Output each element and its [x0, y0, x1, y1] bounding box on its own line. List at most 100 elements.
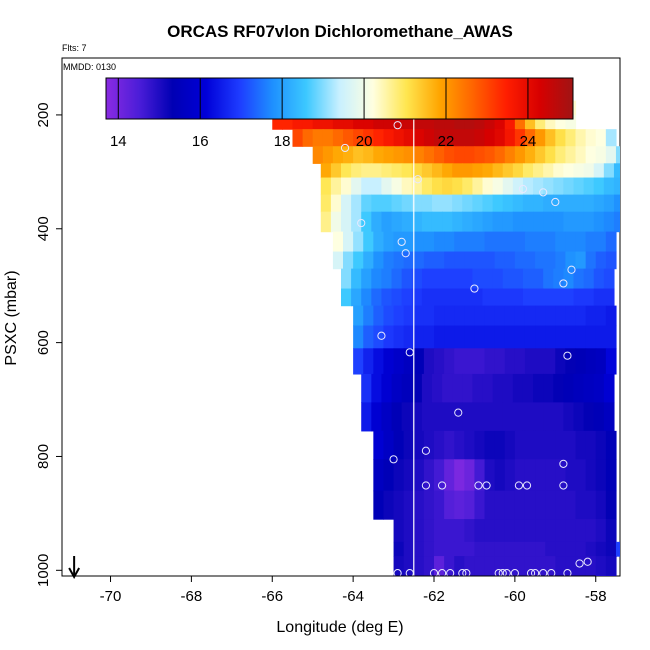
heatmap-cell: [383, 231, 395, 253]
heatmap-cell: [573, 211, 585, 233]
heatmap-cell: [565, 251, 577, 270]
sample-point: [446, 569, 455, 576]
heatmap-cell: [383, 129, 395, 147]
heatmap-cell: [343, 231, 354, 253]
sample-point: [421, 446, 431, 455]
heatmap-cell: [524, 348, 536, 375]
heatmap-cell: [482, 373, 494, 403]
heatmap-cell: [545, 490, 556, 520]
heatmap-cell: [413, 490, 425, 520]
heatmap-cell: [492, 288, 504, 307]
heatmap-cell: [444, 556, 455, 576]
heatmap-cell: [474, 519, 486, 543]
heatmap-cell: [442, 402, 453, 432]
heatmap-cell: [462, 402, 474, 432]
heatmap-cell: [403, 490, 415, 520]
heatmap-cell: [603, 177, 615, 196]
heatmap-cell: [341, 194, 352, 213]
heatmap-cell: [444, 519, 455, 543]
heatmap-cell: [533, 268, 544, 290]
heatmap-cell: [512, 402, 524, 432]
heatmap-cell: [330, 177, 342, 196]
heatmap-cell: [341, 211, 352, 233]
heatmap-cell: [514, 231, 526, 253]
heatmap-cell: [413, 231, 425, 253]
heatmap-cell: [383, 430, 395, 460]
heatmap-cell: [543, 177, 554, 196]
heatmap-cell: [583, 288, 595, 307]
heatmap-cell: [573, 177, 585, 196]
heatmap-cell: [593, 194, 605, 213]
heatmap-cell: [575, 305, 587, 327]
sample-point: [437, 569, 447, 576]
heatmap-cell: [482, 402, 494, 432]
heatmap-cell: [575, 556, 587, 576]
heatmap-cell: [565, 325, 577, 349]
heatmap-cell: [413, 348, 425, 375]
heatmap-cell: [332, 129, 344, 147]
heatmap-cell: [535, 251, 546, 270]
sample-point: [498, 569, 507, 576]
heatmap-cell: [462, 288, 474, 307]
heatmap-cell: [482, 163, 494, 179]
heatmap-cell: [312, 114, 324, 130]
heatmap-cell: [524, 146, 536, 164]
heatmap-cell: [423, 325, 435, 349]
heatmap-cell: [535, 519, 546, 543]
heatmap-cell: [504, 146, 516, 164]
heatmap-cell: [504, 541, 516, 557]
heatmap-cell: [535, 114, 546, 130]
heatmap-cell: [535, 231, 546, 253]
heatmap-cell: [363, 114, 374, 130]
heatmap-cell: [421, 211, 433, 233]
heatmap-cell: [595, 541, 607, 557]
heatmap-cell: [411, 402, 423, 432]
heatmap-cell: [474, 325, 486, 349]
heatmap-cell: [371, 163, 383, 179]
heatmap-cell: [555, 519, 567, 543]
heatmap-cell: [413, 519, 425, 543]
heatmap-cell: [472, 268, 484, 290]
sample-point: [389, 455, 398, 464]
heatmap-cell: [504, 490, 516, 520]
heatmap-cell: [431, 373, 443, 403]
heatmap-cell: [605, 231, 617, 253]
sample-point: [514, 481, 524, 490]
heatmap-cell: [413, 251, 425, 270]
sample-point: [393, 121, 402, 130]
heatmap-cell: [595, 490, 607, 520]
heatmap-cell: [613, 211, 620, 233]
heatmap-cell: [353, 146, 364, 164]
heatmap-cell: [411, 288, 423, 307]
heatmap-cell: [593, 402, 605, 432]
heatmap-cell: [401, 194, 413, 213]
heatmap-cell: [401, 402, 413, 432]
heatmap-cell: [454, 348, 465, 375]
heatmap-cell: [454, 251, 465, 270]
heatmap-cell: [474, 430, 486, 460]
heatmap-cell: [434, 231, 445, 253]
heatmap-cell: [583, 211, 595, 233]
sample-point: [518, 184, 528, 194]
heatmap-cell: [492, 268, 504, 290]
heatmap-cell: [543, 163, 554, 179]
heatmap-cell: [322, 146, 334, 164]
heatmap-cell: [583, 177, 595, 196]
heatmap-cell: [514, 556, 526, 576]
heatmap-cell: [524, 459, 536, 492]
heatmap-cell: [472, 163, 484, 179]
sample-point: [413, 175, 422, 184]
heatmap-cell: [312, 146, 324, 164]
heatmap-cell: [605, 430, 617, 460]
heatmap-cell: [514, 114, 526, 130]
heatmap-cell: [413, 305, 425, 327]
sample-point: [405, 569, 414, 576]
heatmap-cell: [565, 146, 577, 164]
heatmap-cell: [553, 288, 564, 307]
heatmap-cell: [575, 251, 587, 270]
heatmap-cell: [514, 251, 526, 270]
heatmap-cell: [565, 348, 577, 375]
heatmap-cell: [615, 541, 620, 557]
x-tick-label: -64: [342, 588, 364, 605]
sample-point: [522, 481, 532, 490]
